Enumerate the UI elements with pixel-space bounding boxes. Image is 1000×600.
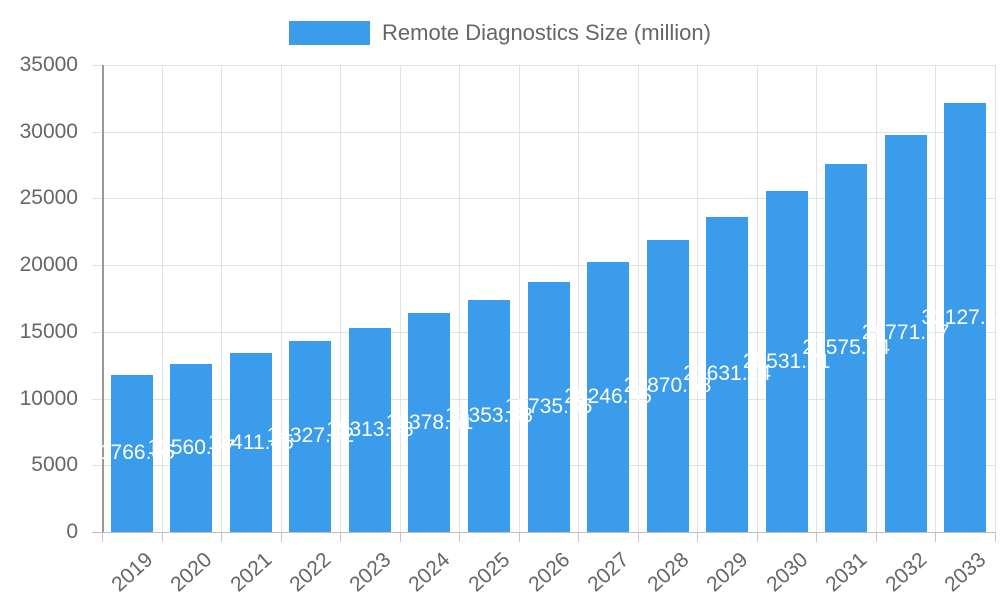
bar[interactable] [527, 282, 570, 532]
y-tick-label: 0 [66, 520, 78, 543]
bar-value-label: 23631.14 [683, 362, 771, 386]
x-gridline [518, 65, 520, 532]
bar[interactable] [289, 340, 332, 532]
x-tick-mark [518, 532, 520, 542]
y-gridline [92, 65, 995, 66]
x-gridline [102, 65, 104, 532]
legend-swatch [289, 21, 371, 45]
x-tick-label: 2020 [166, 548, 217, 597]
x-gridline [459, 65, 461, 532]
x-tick-mark [637, 532, 639, 542]
x-tick-mark [221, 532, 223, 542]
x-tick-mark [697, 532, 699, 542]
x-gridline [875, 65, 877, 532]
bar-value-label: 15313.48 [326, 417, 414, 441]
bar[interactable] [408, 313, 451, 532]
bar-value-label: 25531.71 [742, 349, 831, 373]
x-tick-mark [935, 532, 937, 542]
bar-value-label: 29771.17 [861, 321, 950, 345]
legend-label: Remote Diagnostics Size (million) [382, 20, 711, 45]
y-gridline [92, 532, 995, 533]
x-tick-label: 2024 [404, 548, 455, 597]
x-gridline [340, 65, 342, 532]
x-tick-label: 2023 [345, 548, 396, 597]
x-tick-mark [756, 532, 758, 542]
y-tick-label: 25000 [19, 186, 78, 210]
bar[interactable] [706, 216, 749, 532]
bar[interactable] [765, 191, 808, 532]
bar[interactable] [467, 300, 510, 532]
x-gridline [637, 65, 639, 532]
y-gridline [92, 198, 995, 200]
x-tick-label: 2025 [464, 548, 515, 597]
chart-legend[interactable]: Remote Diagnostics Size (million) [0, 18, 1000, 48]
bar[interactable] [229, 353, 272, 532]
bar[interactable] [944, 103, 987, 532]
x-tick-mark [875, 532, 877, 542]
x-tick-mark [340, 532, 342, 542]
x-gridline [697, 65, 699, 532]
x-tick-mark [459, 532, 461, 542]
x-tick-mark [995, 532, 996, 542]
bar-value-label: 18735.55 [504, 395, 593, 418]
x-gridline [161, 65, 163, 532]
x-tick-label: 2021 [226, 548, 277, 597]
y-tick-label: 20000 [19, 253, 78, 277]
bar[interactable] [348, 327, 391, 532]
y-tick-label: 10000 [19, 386, 78, 410]
x-tick-mark [816, 532, 818, 542]
bar[interactable] [646, 240, 689, 532]
x-tick-label: 2026 [523, 548, 574, 597]
x-tick-mark [102, 532, 103, 542]
x-tick-mark [399, 532, 401, 542]
x-tick-label: 2032 [880, 548, 932, 597]
y-tick-label: 5000 [31, 453, 78, 477]
bar[interactable] [884, 134, 927, 532]
x-gridline [935, 65, 937, 532]
x-tick-label: 2031 [821, 548, 872, 597]
y-gridline [92, 265, 995, 267]
x-tick-label: 2027 [583, 548, 634, 597]
x-tick-mark [280, 532, 282, 542]
bar[interactable] [587, 261, 630, 532]
y-tick-label: 35000 [19, 53, 78, 76]
x-tick-label: 2033 [940, 548, 991, 597]
bar-value-label: 12560.47 [147, 436, 236, 460]
x-gridline [995, 65, 996, 532]
bar-value-label: 32127.44 [921, 305, 1000, 329]
bar-value-label: 16378.51 [385, 410, 474, 434]
bar[interactable] [825, 164, 868, 532]
bar[interactable] [170, 364, 213, 532]
bar-value-label: 14327.42 [266, 424, 355, 448]
y-tick-label: 30000 [19, 119, 78, 143]
x-gridline [399, 65, 401, 532]
y-tick-label: 15000 [19, 319, 78, 343]
bar-value-label: 21870.58 [623, 374, 712, 398]
x-gridline [816, 65, 818, 532]
x-tick-mark [161, 532, 163, 542]
bar-value-label: 11766.85 [88, 441, 175, 465]
x-gridline [756, 65, 758, 532]
x-gridline [280, 65, 282, 532]
x-tick-label: 2030 [761, 548, 813, 597]
x-gridline [578, 65, 580, 532]
y-gridline [92, 131, 995, 133]
x-tick-label: 2029 [702, 548, 753, 597]
bar-value-label: 20246.55 [564, 384, 652, 408]
x-tick-label: 2022 [285, 548, 336, 597]
x-gridline [221, 65, 223, 532]
x-tick-mark [578, 532, 580, 542]
bar-value-label: 17353.88 [445, 404, 533, 428]
bar-value-label: 13411.45 [207, 430, 294, 454]
bar[interactable] [110, 374, 153, 532]
x-tick-label: 2019 [107, 548, 158, 597]
bar-value-label: 27575.44 [802, 336, 890, 360]
x-tick-label: 2028 [642, 548, 693, 597]
